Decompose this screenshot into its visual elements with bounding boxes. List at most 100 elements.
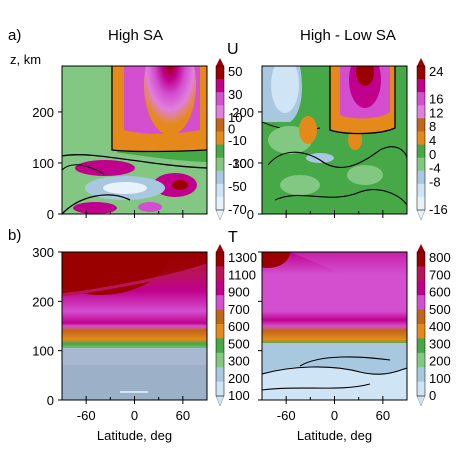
colorbar-swatch (216, 338, 224, 354)
colorbar-tick-label: -70 (228, 202, 247, 217)
colorbar-tick-label: 100 (429, 371, 451, 386)
colorbar-bottom-arrow (416, 395, 426, 407)
colorbar-tick-label: 300 (429, 336, 451, 351)
colorbars-layer: 503010-10-30-50-700241680-8-16124-413001… (215, 58, 451, 407)
y-tick-label: 200 (32, 294, 54, 309)
panel-b-title: High - Low SA (300, 27, 396, 44)
colorbar-tick-label: 600 (228, 319, 250, 334)
x-tick-label: -60 (77, 408, 96, 423)
colorbar-swatch (417, 280, 425, 296)
panel-t-high-sa (62, 252, 207, 400)
colorbar-tick-label: -50 (228, 179, 247, 194)
colorbar-swatch (216, 196, 224, 211)
colorbar-top-arrow (216, 58, 224, 66)
colorbar-swatch (417, 118, 425, 132)
colorbar-top-arrow (417, 58, 425, 66)
panel-t-difference (262, 252, 407, 400)
x-tick-label: 0 (331, 408, 338, 423)
colorbar-tick-label: 8 (429, 119, 436, 134)
colorbar-tick-label: 50 (228, 64, 242, 79)
colorbar-swatch (216, 79, 224, 93)
x-tick-label: 60 (376, 408, 390, 423)
colorbar-swatch (417, 367, 425, 383)
colorbar-swatch (216, 183, 224, 198)
y-tick-label: 100 (32, 344, 54, 359)
colorbar-tick-label: 0 (228, 122, 235, 137)
x-axis-label: Latitude, deg (97, 428, 172, 443)
y-tick-label: 100 (232, 156, 254, 171)
colorbar-swatch (417, 381, 425, 397)
colorbar-swatch (417, 66, 425, 80)
colorbar-tick-label: 400 (429, 319, 451, 334)
colorbar-tick-label: 1100 (228, 267, 256, 282)
colorbar-swatch (417, 92, 425, 106)
colorbar-tick-label: 100 (228, 388, 250, 403)
panel-a-label: a) (8, 27, 21, 44)
colorbar-frame (215, 251, 225, 397)
colorbar-tick-label: 700 (429, 267, 451, 282)
y-tick-label: 0 (47, 393, 54, 408)
colorbar-swatch (417, 144, 425, 159)
colorbar-swatch (417, 105, 425, 119)
colorbar-swatch (216, 367, 224, 383)
colorbar-swatch (216, 105, 224, 119)
colorbar-tick-label: 24 (429, 64, 443, 79)
colorbar-swatch (216, 170, 224, 185)
colorbar-swatch (216, 157, 224, 172)
y-tick-label: 100 (32, 156, 54, 171)
colorbar-swatch (216, 92, 224, 106)
colorbar-swatch (417, 196, 425, 211)
panel-a-title: High SA (108, 27, 163, 44)
variable-t-label: T (228, 229, 238, 246)
colorbar-swatch (417, 157, 425, 172)
y-tick-label: 0 (47, 207, 54, 222)
colorbar-tick-label: 30 (228, 87, 242, 102)
colorbar-tick-label: 600 (429, 285, 451, 300)
y-tick-label: 200 (232, 105, 254, 120)
y-tick-label: 300 (32, 245, 54, 260)
colorbar-swatch (216, 324, 224, 339)
colorbar-swatch (216, 131, 224, 146)
colorbar-tick-label: 10 (228, 110, 242, 125)
colorbar-top-arrow (417, 244, 425, 252)
colorbar-tick-label: 500 (429, 302, 451, 317)
x-tick-label: 60 (176, 408, 190, 423)
colorbar-tick-label: 200 (228, 371, 250, 386)
colorbar-swatch (216, 266, 224, 282)
colorbar-swatch (216, 309, 224, 325)
colorbar-swatch (417, 266, 425, 282)
colorbar-swatch (216, 66, 224, 80)
colorbar-tick-label: 700 (228, 302, 250, 317)
colorbar-swatch (417, 338, 425, 354)
colorbar-top-arrow (216, 244, 224, 252)
colorbar-swatch (216, 280, 224, 296)
colorbar-tick-label: 900 (228, 285, 250, 300)
colorbar-frame (416, 251, 426, 397)
x-axis-label: Latitude, deg (297, 428, 372, 443)
colorbar-tick-label: 16 (429, 92, 443, 107)
colorbar-swatch (417, 324, 425, 339)
colorbar-tick-label: 500 (228, 336, 250, 351)
colorbar-tick-label: 12 (429, 105, 443, 120)
colorbar-swatch (216, 118, 224, 132)
colorbar-swatch (417, 170, 425, 185)
colorbar-swatch (417, 309, 425, 325)
colorbar-tick-label: 200 (429, 354, 451, 369)
x-tick-label: 0 (131, 408, 138, 423)
colorbar-swatch (417, 295, 425, 311)
colorbar-tick-label: 0 (429, 147, 436, 162)
colorbar-swatch (417, 252, 425, 267)
colorbar-tick-label: 300 (228, 354, 250, 369)
colorbar-swatch (216, 295, 224, 311)
colorbar-tick-label: 4 (429, 133, 436, 148)
y-tick-label: 0 (247, 207, 254, 222)
colorbar-bottom-arrow (215, 395, 225, 407)
colorbar-tick-label: 1300 (228, 250, 257, 265)
colorbar-bottom-arrow (215, 209, 225, 221)
colorbar-swatch (216, 144, 224, 159)
colorbar-swatch (216, 381, 224, 397)
colorbar-tick-label: -30 (228, 156, 247, 171)
colorbar-swatch (417, 79, 425, 93)
